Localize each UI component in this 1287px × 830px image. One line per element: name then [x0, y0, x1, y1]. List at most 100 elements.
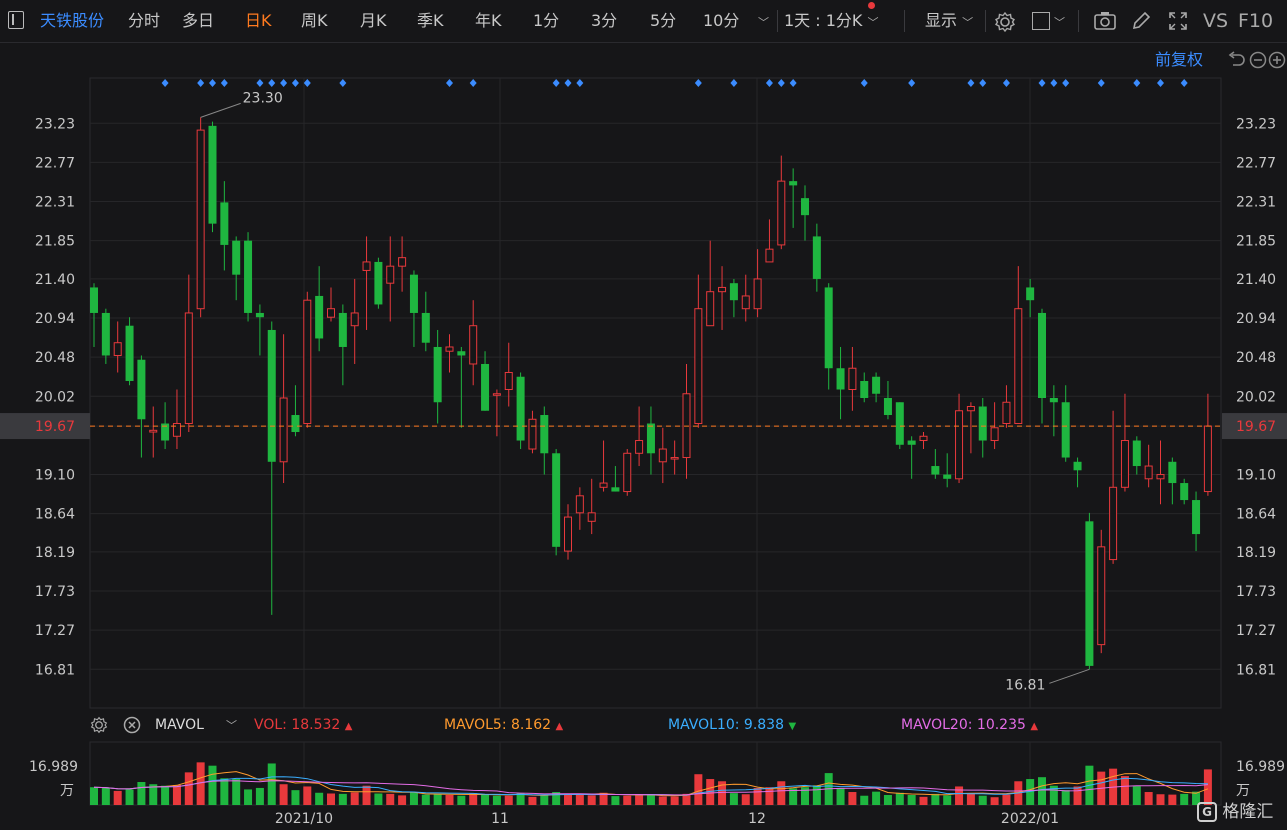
candle-body: [267, 329, 276, 462]
candle-body: [1180, 483, 1189, 501]
more-periods-chevron-icon[interactable]: ﹀: [758, 16, 769, 29]
event-diamond-icon: [777, 79, 785, 87]
sidebar-toggle-icon[interactable]: [8, 11, 24, 29]
date-tick-label: 2022/01: [1001, 811, 1059, 827]
candle-body: [990, 427, 999, 442]
tab-8[interactable]: 1分: [533, 11, 560, 30]
candle-body: [1038, 312, 1046, 399]
event-diamond-icon: [1050, 79, 1058, 87]
candle-body: [362, 261, 371, 271]
price-tick-label: 22.77: [35, 155, 75, 171]
volume-bar: [931, 793, 940, 805]
tab-2[interactable]: 多日: [182, 11, 215, 30]
indicator-chevron-icon[interactable]: ﹀: [226, 719, 237, 732]
chart-annotations: 23.30 16.81: [90, 90, 1221, 693]
candle-body: [125, 325, 134, 381]
indicator-close-icon[interactable]: [123, 716, 141, 734]
tab-7[interactable]: 年K: [475, 11, 502, 30]
indicator-name[interactable]: MAVOL: [155, 717, 204, 733]
candle-body: [528, 418, 537, 450]
candle-body: [433, 346, 442, 403]
price-tick-label: 21.85: [35, 234, 75, 250]
zoom-in-icon[interactable]: [1268, 51, 1286, 69]
volume-bar: [208, 765, 217, 805]
indicator-settings-icon[interactable]: [90, 716, 108, 734]
tab-4[interactable]: 周K: [301, 11, 328, 30]
candle-body: [978, 406, 987, 441]
zoom-out-icon[interactable]: [1249, 51, 1267, 69]
volume-unit-label: 万: [1236, 783, 1250, 799]
tab-11[interactable]: 10分: [703, 11, 740, 30]
event-markers: [161, 79, 1188, 87]
volume-bar: [1168, 794, 1177, 805]
volume-bar: [101, 787, 110, 805]
undo-icon[interactable]: [1226, 51, 1246, 69]
volume-bar: [907, 794, 916, 805]
period-select[interactable]: 1天 : 1分K ﹀: [784, 11, 879, 30]
right-price-axis: 23.23 22.77 22.31 21.85 21.40 20.94 20.48 20.02…: [1222, 116, 1287, 678]
candle-body: [1073, 461, 1082, 471]
price-tick-label: 17.27: [1236, 623, 1276, 639]
notification-dot: [868, 2, 875, 9]
event-diamond-icon: [967, 79, 975, 87]
volume-bar: [90, 787, 98, 805]
candle-body: [1109, 486, 1118, 561]
settings-gear-icon[interactable]: [994, 11, 1016, 33]
volume-bar: [777, 781, 786, 805]
camera-icon[interactable]: [1093, 11, 1117, 31]
volume-bar: [682, 793, 691, 805]
volume-bar: [718, 781, 727, 805]
candle-body: [777, 180, 786, 246]
event-diamond-icon: [1062, 79, 1070, 87]
volume-bar: [966, 793, 975, 805]
candle-body: [943, 474, 952, 479]
price-tick-label: 23.23: [35, 116, 75, 132]
candle-body: [481, 363, 490, 411]
volume-bar: [1156, 794, 1165, 805]
candle-body: [279, 397, 288, 463]
watermark-logo: G 格隆汇: [1197, 798, 1273, 826]
volume-bar: [694, 774, 703, 805]
tab-3[interactable]: 日K: [245, 11, 272, 30]
tab-5[interactable]: 月K: [360, 11, 387, 30]
tab-10[interactable]: 5分: [650, 11, 677, 30]
price-tick-label: 22.31: [1236, 195, 1276, 211]
layout-chevron-icon[interactable]: ﹀: [1054, 16, 1065, 29]
candle-body: [1203, 425, 1212, 493]
display-dropdown[interactable]: 显示 ﹀: [925, 11, 974, 30]
f10-button[interactable]: F10: [1238, 10, 1274, 32]
candle-body: [1132, 440, 1141, 467]
candle-body: [101, 312, 110, 356]
volume-bar: [1120, 776, 1129, 805]
event-diamond-icon: [209, 79, 216, 87]
candle-body: [658, 448, 667, 463]
fullscreen-icon[interactable]: [1168, 11, 1188, 31]
tab-1[interactable]: 分时: [128, 11, 161, 30]
event-diamond-icon: [908, 79, 916, 87]
candle-body: [895, 402, 904, 445]
stock-name[interactable]: 天铁股份: [40, 11, 105, 30]
layout-square-icon[interactable]: [1032, 12, 1050, 30]
event-diamond-icon: [220, 79, 228, 87]
candle-body: [457, 351, 466, 356]
candle-body: [1049, 398, 1058, 403]
volume-bar: [338, 793, 347, 805]
pencil-icon[interactable]: [1131, 11, 1151, 31]
volume-bar: [540, 795, 549, 805]
price-adjust-selector[interactable]: 前复权: [1155, 50, 1204, 69]
vs-compare-button[interactable]: VS: [1203, 10, 1229, 32]
volume-bar: [706, 779, 715, 805]
event-diamond-icon: [161, 79, 169, 87]
tab-6[interactable]: 季K: [417, 11, 444, 30]
candle-body: [694, 308, 703, 425]
volume-bar: [812, 785, 821, 805]
event-diamond-icon: [303, 79, 311, 87]
event-diamond-icon: [1133, 79, 1141, 87]
candle-body: [646, 423, 655, 454]
event-diamond-icon: [789, 79, 797, 87]
tab-9[interactable]: 3分: [591, 11, 618, 30]
volume-bar: [327, 793, 335, 805]
event-diamond-icon: [1157, 79, 1164, 87]
volume-bar: [196, 762, 205, 805]
